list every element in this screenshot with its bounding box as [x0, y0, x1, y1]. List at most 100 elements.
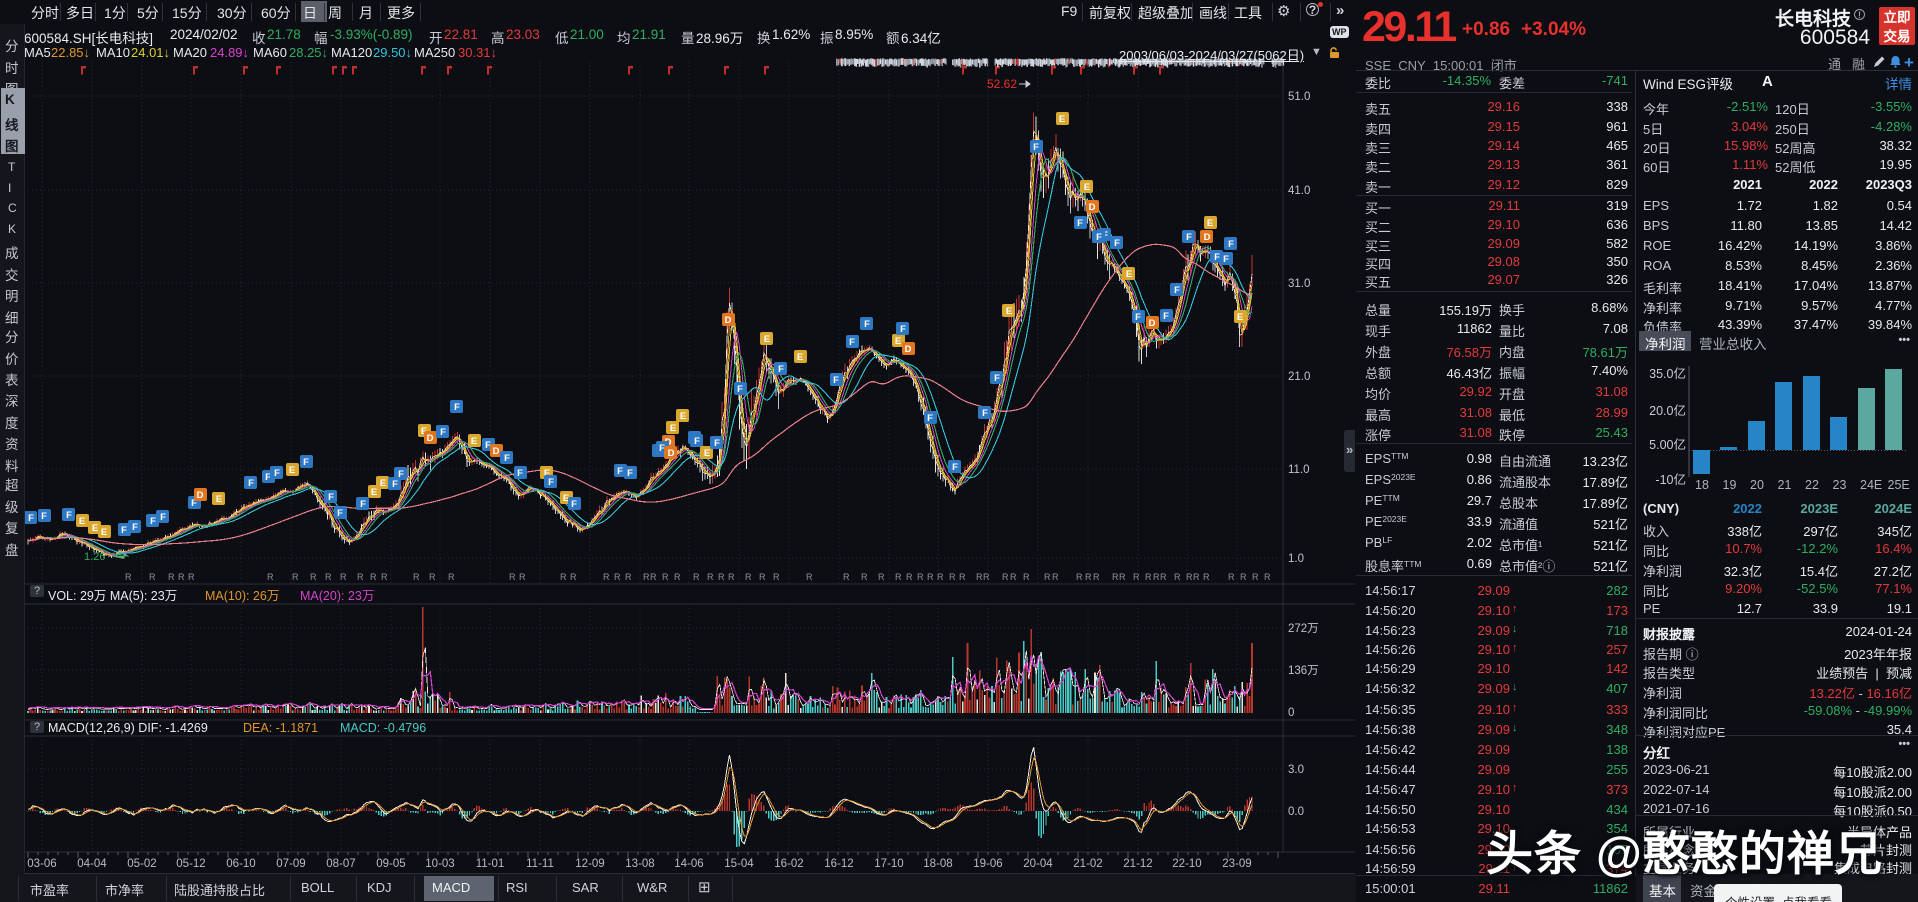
- svg-text:R: R: [1160, 572, 1167, 582]
- svg-text:F: F: [274, 468, 280, 479]
- svg-text:09-05: 09-05: [376, 858, 405, 870]
- svg-text:E: E: [1207, 218, 1213, 229]
- svg-text:136万: 136万: [1288, 665, 1319, 677]
- svg-text:F: F: [248, 478, 254, 489]
- svg-text:F: F: [900, 324, 906, 335]
- svg-text:R: R: [1145, 572, 1152, 582]
- svg-text:E: E: [764, 334, 770, 345]
- svg-text:F: F: [571, 499, 577, 510]
- svg-text:E: E: [471, 436, 477, 447]
- svg-text:R: R: [310, 572, 317, 582]
- svg-text:E: E: [79, 516, 85, 527]
- svg-text:R: R: [895, 572, 902, 582]
- svg-text:F: F: [1114, 238, 1120, 249]
- svg-text:F: F: [659, 443, 665, 454]
- svg-text:F: F: [1223, 254, 1229, 265]
- svg-text:22-10: 22-10: [1172, 858, 1201, 870]
- svg-text:F: F: [517, 468, 523, 479]
- svg-text:11.0: 11.0: [1288, 464, 1310, 476]
- svg-text:04-04: 04-04: [77, 858, 107, 870]
- svg-text:R: R: [325, 572, 332, 582]
- svg-text:R: R: [983, 572, 990, 582]
- svg-text:E: E: [421, 426, 427, 437]
- svg-text:F: F: [778, 364, 784, 375]
- svg-text:E: E: [289, 465, 295, 476]
- svg-text:51.0: 51.0: [1288, 91, 1310, 103]
- svg-text:E: E: [797, 352, 803, 363]
- svg-text:R: R: [1193, 572, 1200, 582]
- svg-text:F: F: [360, 499, 366, 510]
- svg-text:R: R: [662, 572, 669, 582]
- svg-text:F: F: [1186, 232, 1192, 243]
- svg-text:F: F: [440, 427, 446, 438]
- svg-text:R: R: [1252, 572, 1259, 582]
- svg-text:E: E: [101, 527, 107, 538]
- svg-text:10-03: 10-03: [425, 858, 454, 870]
- svg-text:11-01: 11-01: [476, 858, 505, 870]
- svg-text:R: R: [357, 572, 364, 582]
- svg-text:18-08: 18-08: [923, 858, 952, 870]
- svg-text:13-08: 13-08: [625, 858, 654, 870]
- svg-text:R: R: [1112, 572, 1119, 582]
- svg-text:R: R: [1023, 572, 1030, 582]
- svg-text:F: F: [617, 466, 623, 477]
- svg-text:F: F: [28, 513, 34, 524]
- svg-text:R: R: [1044, 572, 1051, 582]
- svg-text:R: R: [1228, 572, 1235, 582]
- svg-text:R: R: [959, 572, 966, 582]
- svg-text:R: R: [1085, 572, 1092, 582]
- svg-text:0.0: 0.0: [1288, 806, 1304, 818]
- svg-text:D: D: [1089, 202, 1096, 213]
- svg-text:R: R: [806, 572, 813, 582]
- svg-text:R: R: [570, 572, 577, 582]
- svg-text:05-12: 05-12: [176, 858, 205, 870]
- svg-text:R: R: [168, 572, 175, 582]
- svg-text:14-06: 14-06: [674, 858, 703, 870]
- svg-text:11-11: 11-11: [526, 858, 554, 870]
- svg-text:272万: 272万: [1288, 623, 1319, 635]
- svg-text:F: F: [1214, 252, 1220, 263]
- svg-text:F: F: [485, 440, 491, 451]
- svg-text:R: R: [1076, 572, 1083, 582]
- svg-text:12-09: 12-09: [575, 858, 604, 870]
- svg-text:R: R: [693, 572, 700, 582]
- svg-text:1.26: 1.26: [84, 551, 105, 563]
- svg-text:E: E: [1126, 269, 1132, 280]
- svg-text:F: F: [1033, 142, 1039, 153]
- svg-text:R: R: [448, 572, 455, 582]
- svg-text:05-02: 05-02: [127, 858, 156, 870]
- svg-text:07-09: 07-09: [276, 858, 305, 870]
- svg-text:F: F: [982, 408, 988, 419]
- svg-text:3.0: 3.0: [1288, 764, 1304, 776]
- svg-text:R: R: [707, 572, 714, 582]
- svg-text:E: E: [1006, 306, 1012, 317]
- svg-text:R: R: [949, 572, 956, 582]
- svg-text:R: R: [370, 572, 377, 582]
- svg-text:D: D: [197, 490, 204, 501]
- svg-text:R: R: [674, 572, 681, 582]
- svg-text:F: F: [132, 522, 138, 533]
- svg-text:R: R: [188, 572, 195, 582]
- svg-text:E: E: [1237, 312, 1243, 323]
- svg-text:F: F: [303, 457, 309, 468]
- svg-text:F: F: [191, 498, 197, 509]
- svg-text:E: E: [670, 423, 676, 434]
- svg-text:R: R: [728, 572, 735, 582]
- svg-text:R: R: [1133, 572, 1140, 582]
- svg-text:R: R: [718, 572, 725, 582]
- svg-text:06-10: 06-10: [226, 858, 255, 870]
- svg-text:R: R: [1002, 572, 1009, 582]
- svg-text:F: F: [849, 337, 855, 348]
- svg-text:R: R: [1010, 572, 1017, 582]
- svg-text:R: R: [861, 572, 868, 582]
- svg-text:03-06: 03-06: [27, 858, 56, 870]
- svg-text:R: R: [1153, 572, 1160, 582]
- svg-text:R: R: [292, 572, 299, 582]
- svg-text:E: E: [380, 478, 386, 489]
- svg-text:F: F: [627, 468, 633, 479]
- svg-text:F: F: [694, 436, 700, 447]
- svg-text:E: E: [704, 448, 710, 459]
- svg-text:F: F: [121, 525, 127, 536]
- svg-text:R: R: [906, 572, 913, 582]
- svg-text:F: F: [1096, 232, 1102, 243]
